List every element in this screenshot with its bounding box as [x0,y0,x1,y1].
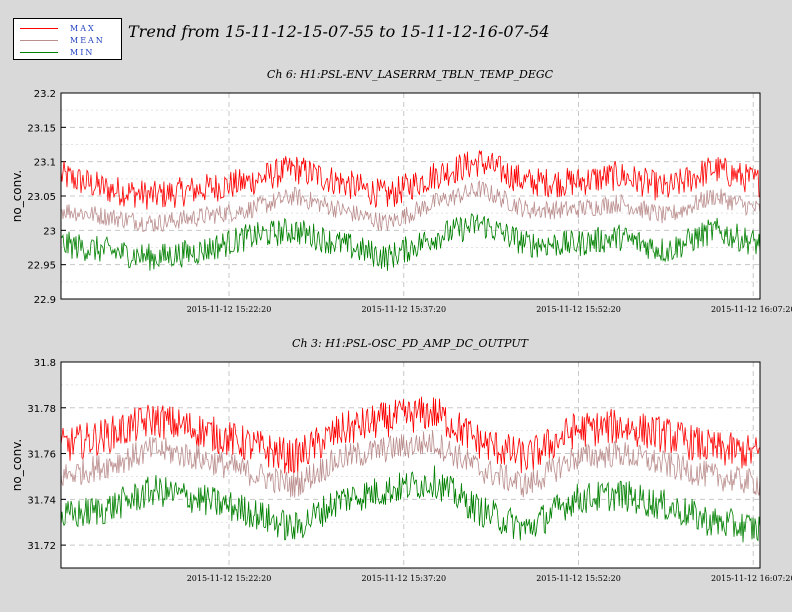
chart-2-series-max [60,396,761,475]
legend-item-min: MIN [20,46,94,58]
legend-item-max: MAX [20,22,96,34]
chart-1-xtick-label: 2015-11-12 16:07:20 [711,305,792,314]
chart-1-series-mean [60,179,761,233]
chart-2-xtick-label: 2015-11-12 15:52:20 [536,574,621,583]
chart-1-ytick-label: 23 [43,226,56,237]
chart-2-ytick-label: 31.78 [27,404,56,415]
chart-1-xtick-label: 2015-11-12 15:52:20 [536,305,621,314]
chart-1-ytick-label: 23.1 [34,158,56,169]
chart-2-series-mean [60,429,761,498]
chart-2-xtick-label: 2015-11-12 15:37:20 [361,574,446,583]
chart-1-ytick-label: 23.05 [27,192,56,203]
page-title: Trend from 15-11-12-15-07-55 to 15-11-12… [128,22,550,41]
chart-1-xtick-label: 2015-11-12 15:22:20 [187,305,272,314]
legend-swatch-mean [20,39,58,41]
chart-1-series-min [60,213,761,271]
chart-2-ytick-label: 31.74 [27,495,56,506]
chart-1-frame [60,92,761,300]
chart-2-plot-area [61,362,760,568]
legend-item-mean: MEAN [20,34,105,46]
legend-label-mean: MEAN [70,35,105,45]
chart-2-ytick-label: 31.76 [27,450,56,461]
legend-swatch-min [20,51,58,53]
chart-1-series-max [60,150,761,210]
chart-2-title: Ch 3: H1:PSL-OSC_PD_AMP_DC_OUTPUT [292,337,528,350]
chart-2-ytick-label: 31.8 [34,358,56,369]
chart-1-ytick-label: 23.15 [27,123,56,134]
chart-2-xtick-label: 2015-11-12 16:07:20 [711,574,792,583]
legend-swatch-max [20,27,58,29]
chart-1-ytick-label: 22.9 [34,295,56,306]
chart-1-ytick-label: 23.2 [34,89,56,100]
chart-2-series-min [60,465,761,543]
chart-1-title: Ch 6: H1:PSL-ENV_LASERRM_TBLN_TEMP_DEGC [266,68,554,81]
legend: MAX MEAN MIN [13,18,122,60]
chart-2-frame [60,361,761,569]
chart-1-ytick-label: 22.95 [27,261,56,272]
chart-2-xtick-label: 2015-11-12 15:22:20 [187,574,272,583]
chart-1-plot-area [61,93,760,299]
chart-1-ylabel: no_conv. [10,170,24,222]
legend-label-min: MIN [70,47,95,57]
chart-1-xtick-label: 2015-11-12 15:37:20 [361,305,446,314]
legend-label-max: MAX [70,23,96,33]
chart-2-ylabel: no_conv. [10,439,24,491]
chart-2-ytick-label: 31.72 [27,541,56,552]
